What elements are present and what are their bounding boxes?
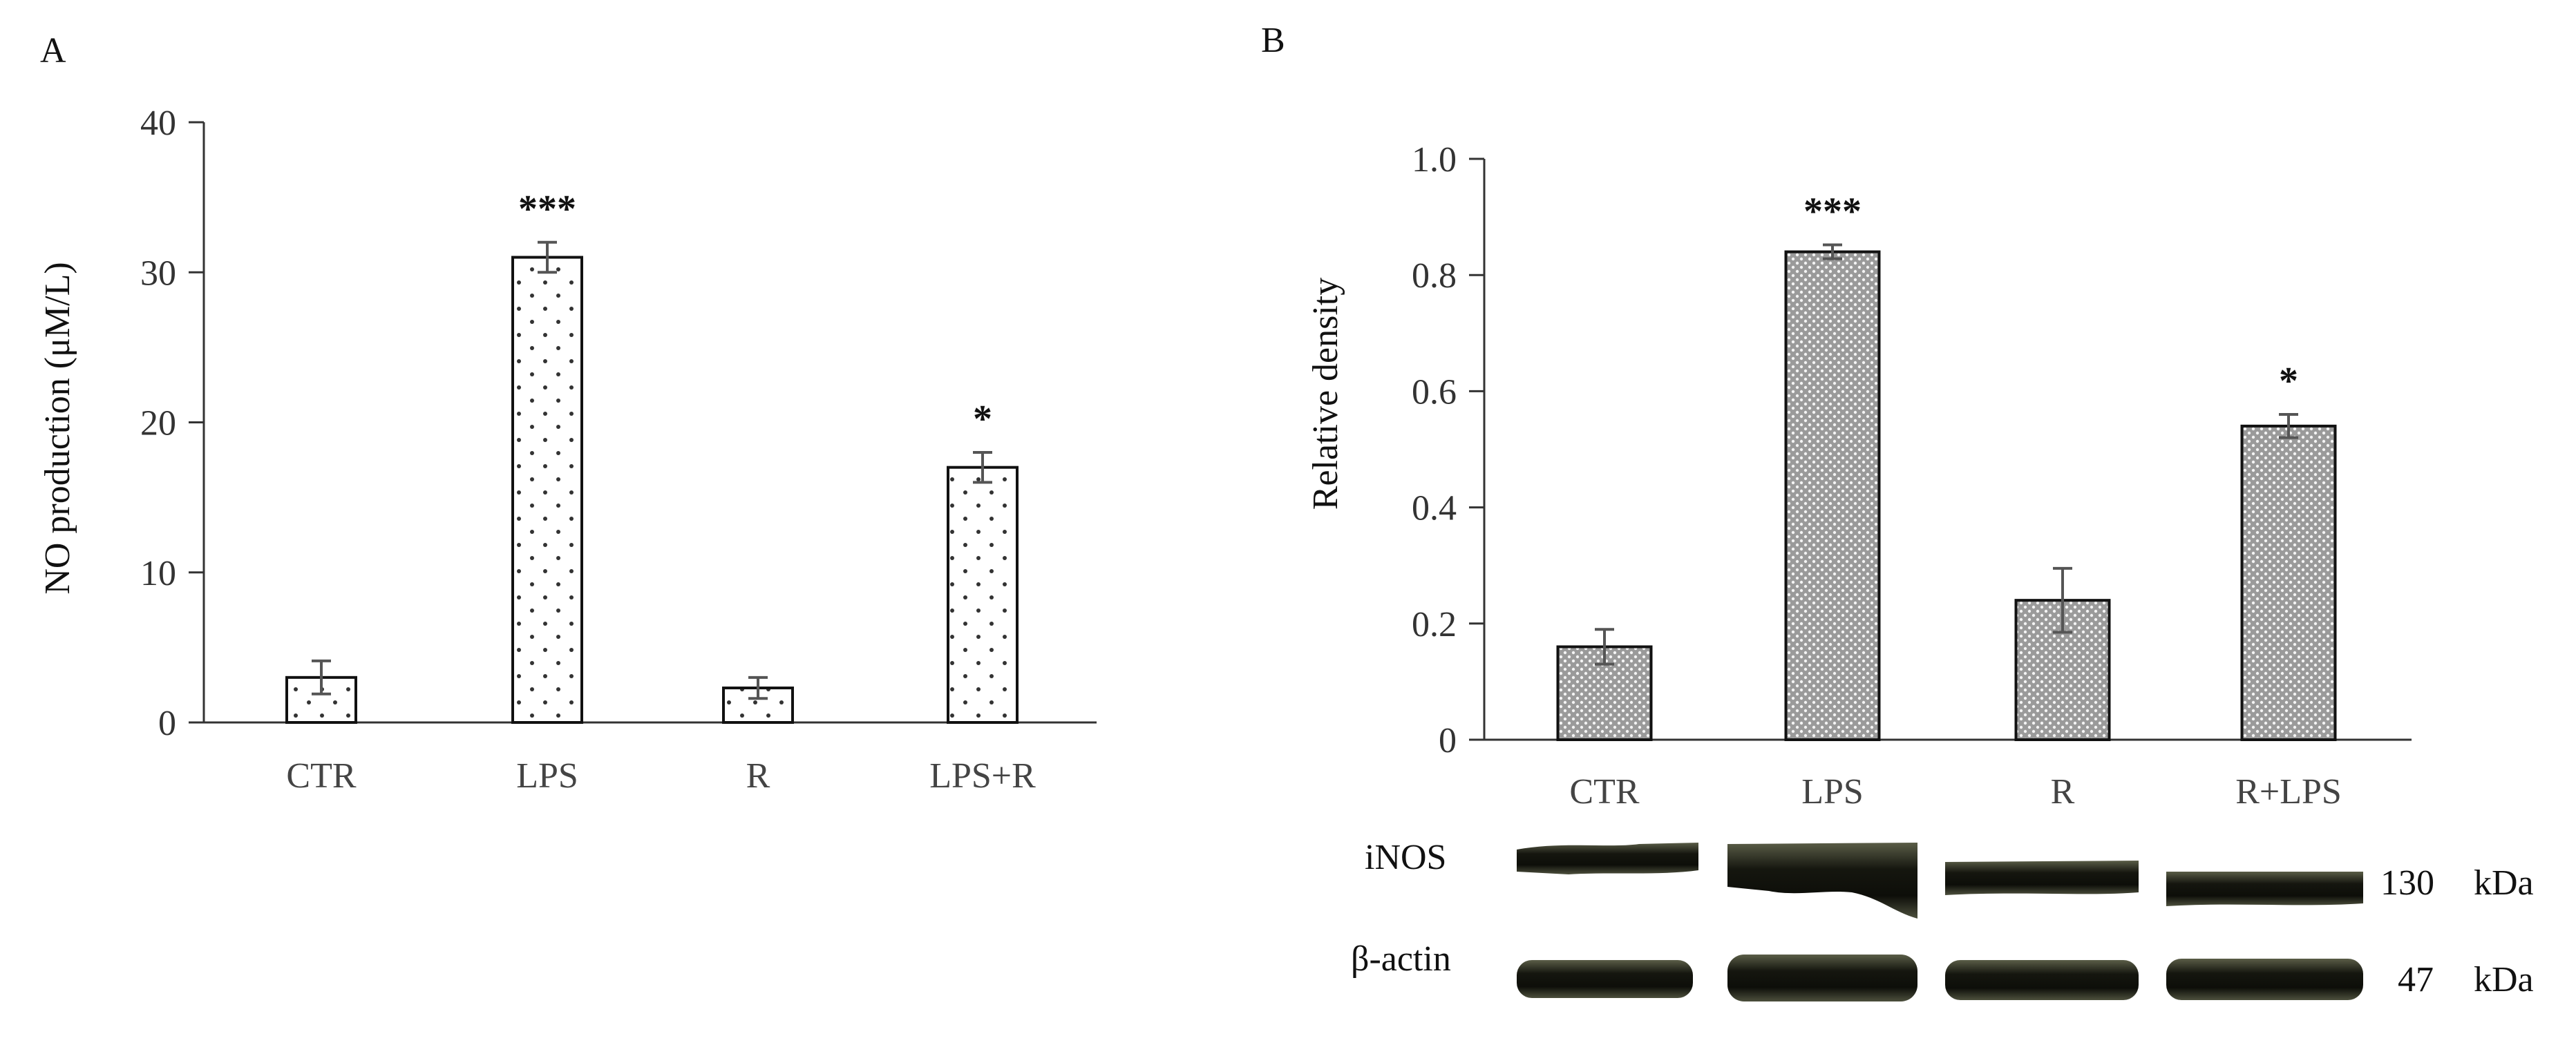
y-tick-label-a: 40 — [140, 104, 176, 143]
western-blot: iNOS β-actin 130 kDa 47 kDa — [1351, 838, 2534, 1001]
bar-b-r-lps — [2240, 424, 2337, 741]
x-category-label-b: CTR — [1569, 772, 1639, 812]
panel-label-a: A — [40, 31, 66, 70]
bar-a-lps — [511, 256, 583, 724]
y-tick-label-a: 10 — [140, 554, 176, 593]
panel-b: B Relative density 00.20.40.60.81.0 ****… — [1261, 21, 2412, 812]
bar-b-lps — [1784, 250, 1881, 741]
band-actin-r — [1945, 960, 2139, 1000]
y-axis-label-a: NO production (μM/L) — [38, 262, 77, 594]
x-category-label-a: LPS+R — [929, 756, 1036, 796]
bar-a-lps-r — [947, 466, 1019, 724]
blot-label-beta-actin: β-actin — [1351, 939, 1451, 979]
blot-size-actin-value: 47 — [2398, 960, 2434, 999]
y-axis-label-b: Relative density — [1306, 278, 1345, 510]
significance-label-b: *** — [1803, 190, 1862, 233]
bars-a: **** — [285, 188, 1019, 725]
significance-label-a: * — [973, 398, 992, 441]
blot-size-inos: 130 kDa — [2380, 863, 2534, 903]
x-category-label-b: R+LPS — [2235, 772, 2342, 812]
y-tick-label-b: 1.0 — [1412, 140, 1457, 180]
band-inos-lps — [1727, 843, 1917, 919]
blot-size-inos-unit: kDa — [2474, 863, 2534, 903]
y-tick-label-b: 0.4 — [1412, 489, 1457, 528]
x-categories-a: CTR LPS R LPS+R — [286, 756, 1036, 796]
y-tick-label-a: 30 — [140, 253, 176, 293]
y-tick-label-b: 0.6 — [1412, 372, 1457, 412]
blot-size-inos-value: 130 — [2380, 863, 2434, 903]
x-categories-b: CTR LPS R R+LPS — [1569, 772, 2341, 812]
x-category-label-b: R — [2051, 772, 2075, 812]
y-tick-label-b: 0.8 — [1412, 256, 1457, 296]
band-inos-r — [1945, 861, 2139, 895]
blot-label-inos: iNOS — [1365, 838, 1446, 877]
blot-size-actin-unit: kDa — [2474, 960, 2534, 999]
y-ticks-b: 0 0.2 0.4 0.6 0.8 1.0 — [1412, 140, 1484, 760]
x-category-label-a: LPS — [516, 756, 578, 796]
bars-b: **** — [1556, 190, 2337, 741]
y-tick-label-a: 0 — [158, 704, 176, 743]
band-actin-lps — [1727, 955, 1917, 1001]
x-category-label-a: CTR — [286, 756, 356, 796]
band-inos-ctr — [1517, 843, 1698, 874]
band-actin-r-lps — [2166, 959, 2363, 1000]
significance-label-a: *** — [518, 188, 576, 231]
blot-size-actin: 47 kDa — [2398, 960, 2534, 999]
panel-label-b: B — [1261, 21, 1285, 60]
x-category-label-b: LPS — [1801, 772, 1864, 812]
x-category-label-a: R — [746, 756, 770, 796]
y-tick-label-b: 0.2 — [1412, 605, 1457, 644]
significance-label-b: * — [2279, 360, 2298, 403]
y-tick-label-a: 20 — [140, 404, 176, 443]
band-inos-r-lps — [2166, 872, 2363, 906]
y-tick-label-b: 0 — [1439, 721, 1457, 760]
band-actin-ctr — [1517, 960, 1693, 998]
y-ticks-a: 0 10 20 30 40 — [140, 104, 204, 743]
